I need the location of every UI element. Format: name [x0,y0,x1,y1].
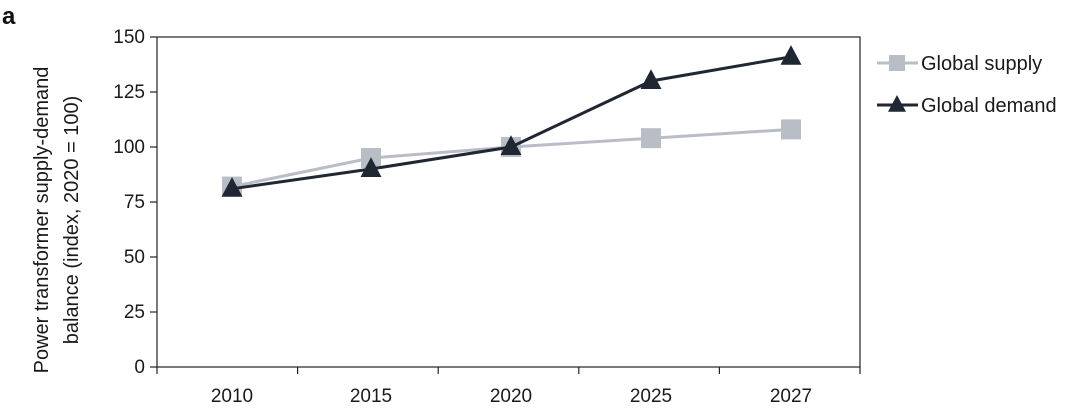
legend-marker-square [889,55,905,71]
y-tick-label-25: 25 [124,302,145,323]
y-axis-label-line-1: Power transformer supply-demand [31,67,53,374]
data-point-triangle-2010 [221,177,243,197]
y-tick-label-125: 125 [113,82,145,103]
legend-label-triangle: Global demand [921,95,1057,117]
data-point-square-2025 [641,128,661,149]
legend-marker-triangle [888,94,906,112]
plot-frame [156,36,861,368]
data-point-square-2027 [781,119,801,140]
y-axis-label-line-2: balance (index, 2020 = 100) [61,96,83,345]
data-point-triangle-2020 [500,135,522,155]
x-tick-label-2015: 2015 [350,386,392,407]
y-tick-label-75: 75 [124,192,145,213]
x-tick-label-2025: 2025 [630,386,672,407]
series-layer [221,45,802,197]
data-point-triangle-2025 [640,69,662,89]
x-tick-label-2010: 2010 [211,386,253,407]
legend: Global supply Global demand [877,53,1057,117]
y-tick-label-0: 0 [134,357,145,378]
x-axis: 2010 2015 2020 2025 2027 [156,367,861,407]
legend-label-square: Global supply [921,53,1042,75]
panel-label: a [2,3,16,30]
x-tick-label-2020: 2020 [490,386,532,407]
data-point-triangle-2027 [780,45,802,65]
data-point-triangle-2015 [360,157,382,177]
x-tick-label-2027: 2027 [770,386,812,407]
y-tick-label-100: 100 [113,137,145,158]
y-tick-label-150: 150 [113,27,145,48]
y-axis: 0 25 50 75 100 125 150 [113,27,157,378]
y-tick-label-50: 50 [124,247,145,268]
